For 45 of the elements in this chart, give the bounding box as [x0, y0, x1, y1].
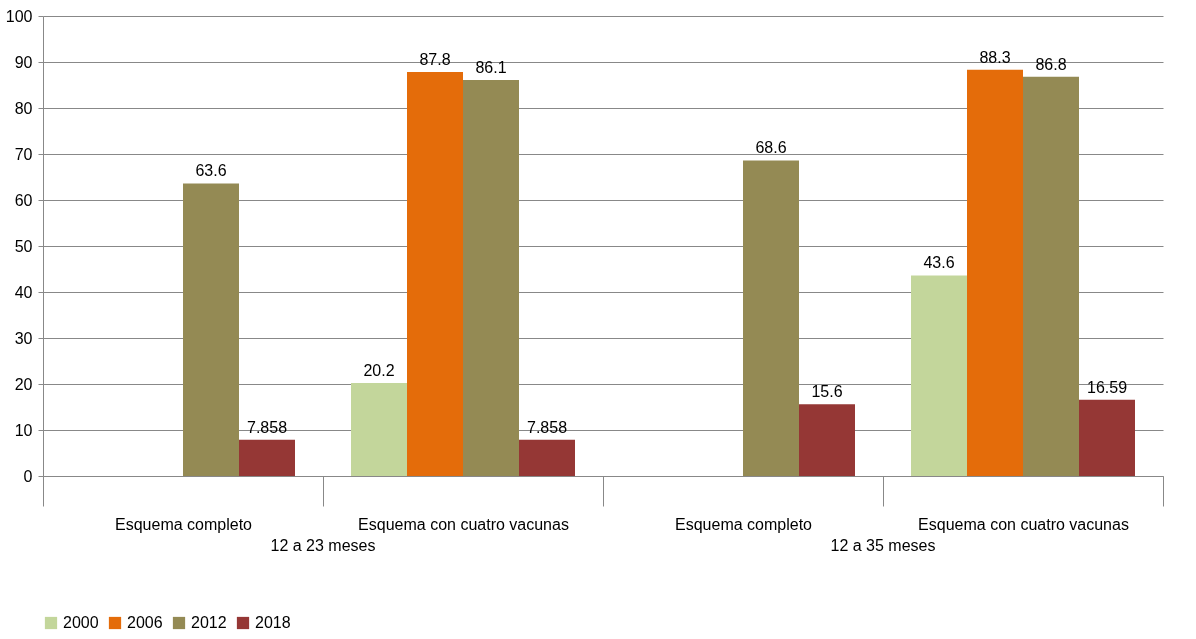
bar: [519, 439, 575, 476]
bar: [743, 160, 799, 476]
y-tick-label: 80: [14, 99, 33, 117]
x-tick-label: Esquema completo: [675, 515, 813, 533]
data-label: 43.6: [923, 254, 955, 272]
data-label: 16.59: [1086, 378, 1128, 396]
data-label: 87.8: [419, 51, 451, 69]
data-label: 86.1: [475, 58, 507, 76]
bar: [407, 72, 463, 476]
y-tick-label: 40: [14, 283, 33, 301]
bar: [1023, 76, 1079, 476]
bar: [911, 275, 967, 476]
x-tick-label: Esquema con cuatro vacunas: [358, 515, 569, 533]
y-tick-label: 60: [14, 191, 33, 209]
data-label: 20.2: [363, 362, 395, 380]
x-tick-label: Esquema con cuatro vacunas: [918, 515, 1129, 533]
bar: [799, 404, 855, 476]
data-label: 15.6: [811, 383, 843, 401]
text: 12 a 35 meses: [830, 537, 936, 554]
legend-label: 2018: [255, 614, 291, 631]
data-label: 7.858: [246, 418, 288, 436]
y-tick-label: 10: [14, 421, 33, 439]
y-tick-label: 90: [14, 53, 33, 71]
data-label: 68.6: [755, 139, 787, 157]
x-tick-label: Esquema completo: [115, 515, 253, 533]
bar: [1079, 399, 1135, 476]
y-tick-label: 20: [14, 375, 33, 393]
data-label: 63.6: [195, 162, 227, 180]
bar: [463, 79, 519, 476]
y-tick-label: 0: [23, 467, 33, 485]
data-label: 86.8: [1035, 55, 1067, 73]
data-label: 7.858: [526, 418, 568, 436]
y-tick-label: 70: [14, 145, 33, 163]
text: 12 a 23 meses: [270, 537, 376, 554]
bar: [183, 183, 239, 476]
bar: [967, 69, 1023, 476]
y-tick-label: 50: [14, 237, 33, 255]
legend-label: 2000: [63, 614, 99, 631]
bar: [239, 439, 295, 476]
data-label: 88.3: [979, 48, 1011, 66]
legend-label: 2012: [191, 614, 227, 631]
bar: [351, 383, 407, 476]
legend-label: 2006: [127, 614, 163, 631]
y-tick-label: 30: [14, 329, 33, 347]
y-tick-label: 100: [5, 7, 33, 25]
